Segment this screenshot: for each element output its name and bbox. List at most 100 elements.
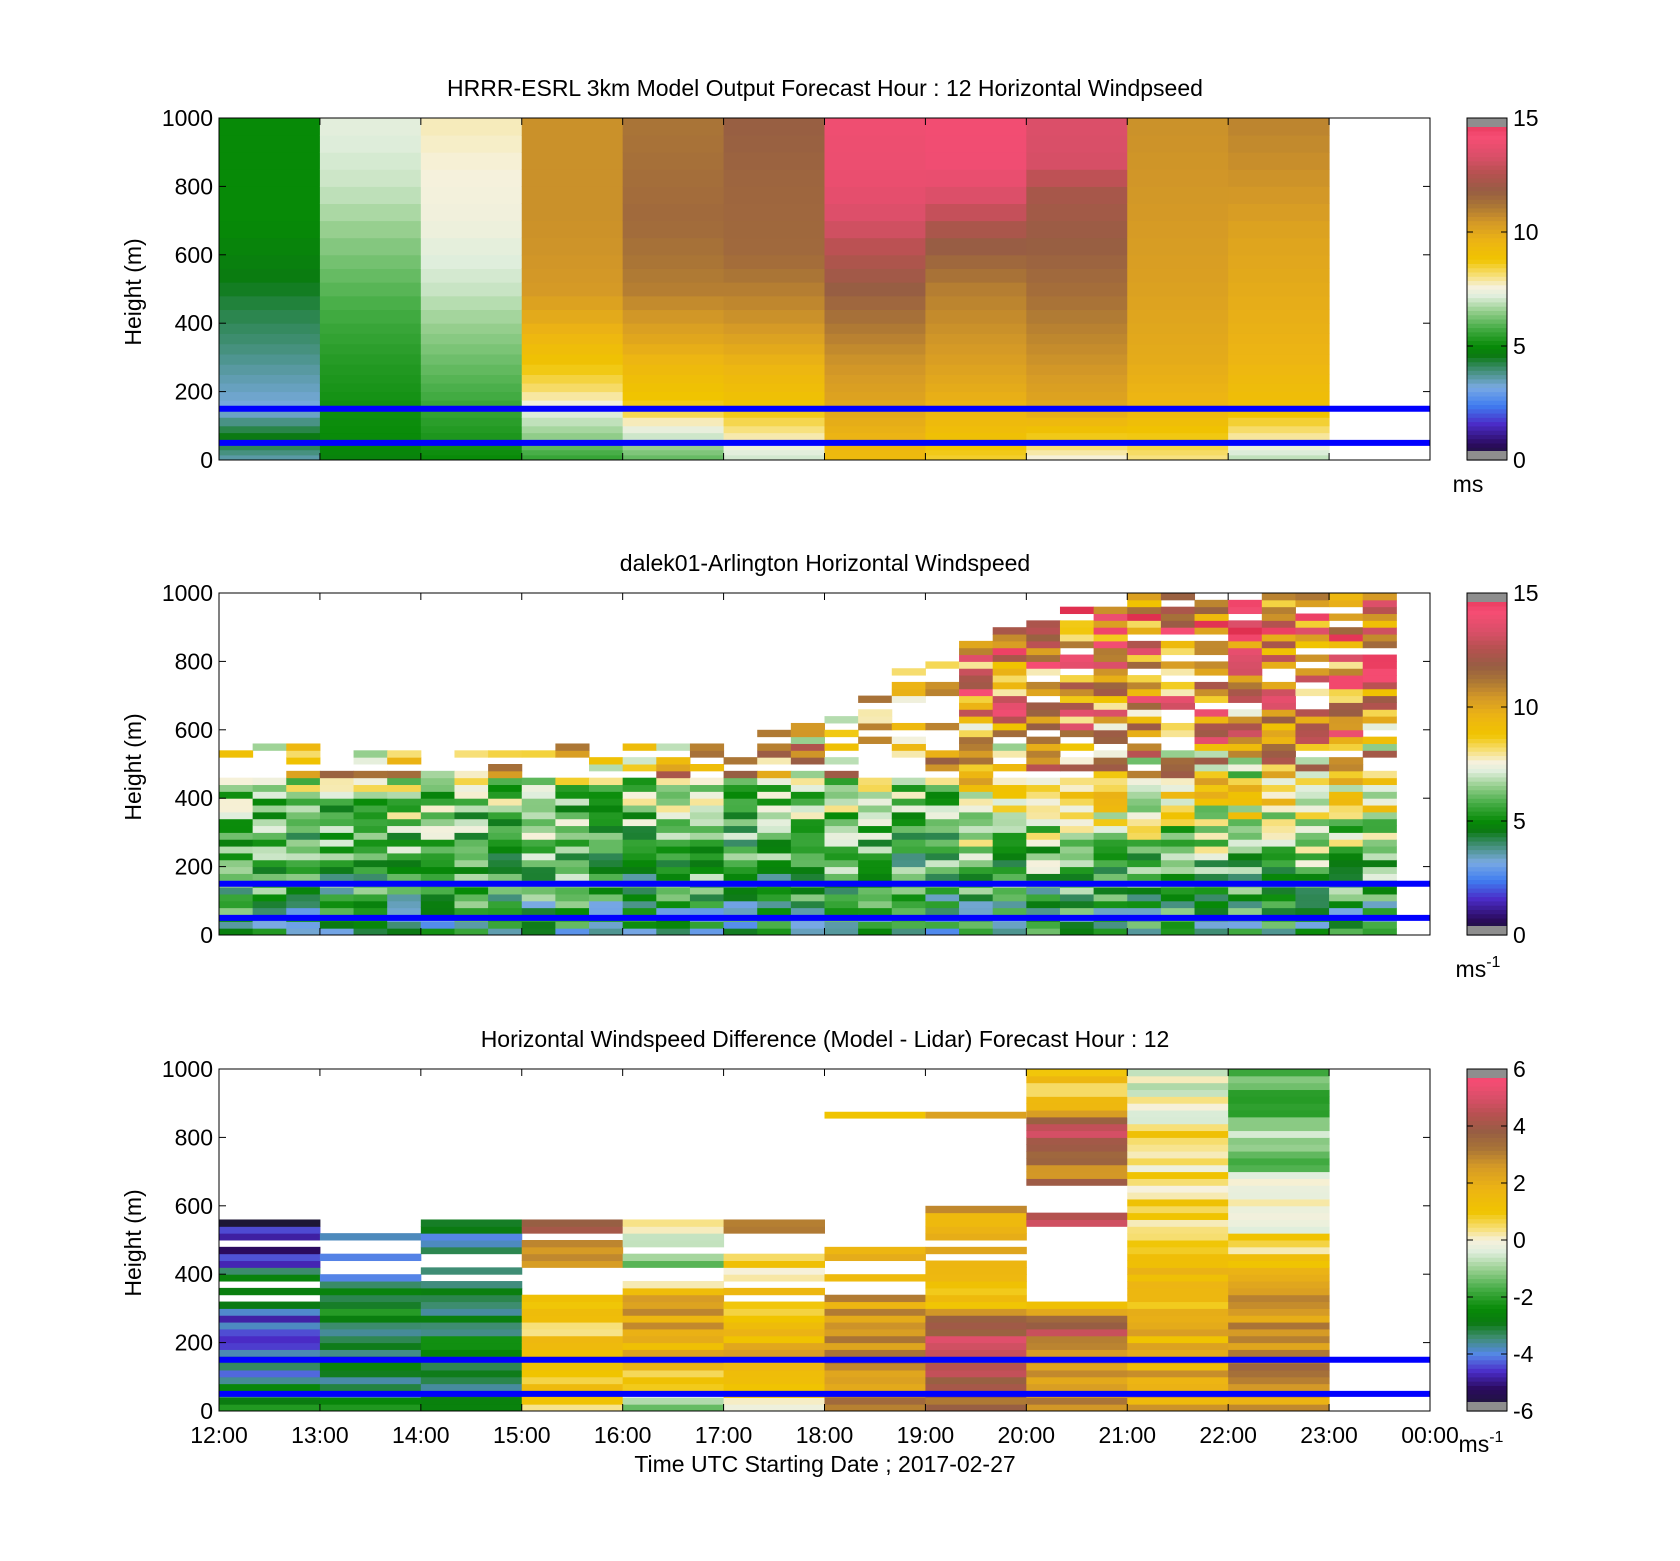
heatmap-cell (1295, 811, 1330, 820)
colorbar-swatch (1467, 1351, 1507, 1357)
heatmap-cell (488, 777, 523, 786)
heatmap-cell (622, 383, 725, 393)
heatmap-cell (622, 921, 657, 929)
heatmap-cell (925, 791, 960, 799)
heatmap-cell (622, 757, 657, 765)
heatmap-cell (219, 169, 321, 187)
heatmap-cell (521, 323, 624, 334)
heatmap-cell (723, 333, 825, 345)
heatmap-cell (925, 921, 960, 929)
heatmap-cell (219, 859, 254, 868)
heatmap-cell (1228, 1103, 1330, 1111)
colorbar-swatch (1467, 832, 1507, 838)
heatmap-cell (521, 798, 556, 806)
heatmap-cell (1026, 1103, 1128, 1111)
heatmap-cell (723, 1376, 825, 1385)
heatmap-cell (420, 203, 523, 222)
heatmap-cell (689, 907, 725, 915)
heatmap-cell (1160, 791, 1196, 799)
colorbar-swatch (1467, 866, 1507, 872)
heatmap-cell (824, 1363, 926, 1371)
heatmap-cell (656, 859, 691, 868)
heatmap-cell (1127, 818, 1162, 827)
heatmap-cell (353, 832, 388, 840)
heatmap-cell (1127, 770, 1162, 779)
colorbar-swatch (1467, 913, 1507, 919)
heatmap-cell (790, 866, 825, 874)
colorbar-swatch (1467, 207, 1507, 213)
y-tick-label: 800 (175, 173, 213, 199)
heatmap-cell (1261, 764, 1296, 772)
heatmap-cell (925, 408, 1027, 418)
heatmap-cell (521, 811, 556, 820)
colorbar-swatch (1467, 605, 1507, 611)
colorbar-swatch (1467, 1163, 1507, 1168)
heatmap-cell (488, 921, 523, 929)
heatmap-cell (521, 449, 624, 456)
heatmap-cell (925, 432, 1027, 440)
heatmap-cell (723, 846, 758, 854)
heatmap-cell (1026, 1075, 1128, 1084)
heatmap-cell (1127, 1335, 1229, 1344)
heatmap-cell (1362, 599, 1397, 608)
heatmap-cell (723, 203, 825, 222)
heatmap-cell (622, 135, 725, 153)
colorbar-swatch (1467, 1150, 1507, 1156)
y-axis-label: Height (m) (120, 238, 146, 345)
heatmap-cell (555, 921, 590, 929)
heatmap-cell (1228, 852, 1263, 861)
heatmap-cell (959, 846, 994, 854)
heatmap-cell (757, 832, 792, 840)
heatmap-cell (1026, 1178, 1128, 1186)
heatmap-cell (925, 1260, 1027, 1268)
heatmap-cell (1362, 859, 1397, 868)
heatmap-cell (1228, 169, 1330, 187)
heatmap-cell (1026, 722, 1061, 731)
heatmap-cell (1127, 353, 1229, 365)
heatmap-cell (1026, 1137, 1128, 1145)
heatmap-cell (1194, 798, 1229, 806)
heatmap-cell (1127, 220, 1229, 239)
heatmap-cell (1026, 1089, 1128, 1097)
heatmap-cell (925, 1219, 1027, 1227)
heatmap-cell (1362, 873, 1397, 881)
heatmap-cell (790, 900, 825, 909)
y-tick-label: 400 (175, 310, 213, 336)
colorbar-swatch (1467, 716, 1507, 722)
heatmap-cell (824, 777, 859, 786)
heatmap-cell (858, 846, 893, 854)
colorbar-swatch (1467, 1197, 1507, 1203)
colorbar-swatch (1467, 819, 1507, 825)
heatmap-cell (286, 825, 321, 833)
heatmap-cell (824, 818, 859, 827)
y-axis-label: Height (m) (120, 1189, 146, 1296)
heatmap-cell (555, 750, 590, 758)
heatmap-cell (555, 743, 590, 751)
heatmap-cell (219, 135, 321, 153)
heatmap-cell (589, 798, 624, 806)
heatmap-cell (723, 825, 758, 833)
heatmap-cell (1059, 777, 1095, 786)
colorbar-swatch (1467, 1107, 1507, 1113)
heatmap-cell (1228, 661, 1263, 669)
colorbar-swatch (1467, 1231, 1507, 1237)
heatmap-cell (622, 791, 657, 799)
heatmap-cell (1160, 647, 1196, 656)
colorbar-frame (1466, 592, 1508, 936)
colorbar-swatch (1467, 1257, 1507, 1262)
heatmap-cell (219, 220, 321, 239)
heatmap-cell (824, 203, 926, 222)
heatmap-cell (319, 309, 422, 324)
heatmap-cell (1295, 675, 1330, 683)
heatmap-cell (420, 1349, 523, 1357)
heatmap-cell (992, 654, 1027, 662)
heatmap-cell (1026, 1082, 1128, 1091)
heatmap-cell (219, 343, 321, 355)
heatmap-cell (521, 383, 624, 393)
heatmap-cell (622, 784, 657, 792)
heatmap-cell (219, 1315, 321, 1323)
heatmap-cell (622, 220, 725, 239)
heatmap-cell (1228, 695, 1263, 703)
heatmap-cell (925, 353, 1027, 365)
heatmap-cell (488, 839, 523, 847)
